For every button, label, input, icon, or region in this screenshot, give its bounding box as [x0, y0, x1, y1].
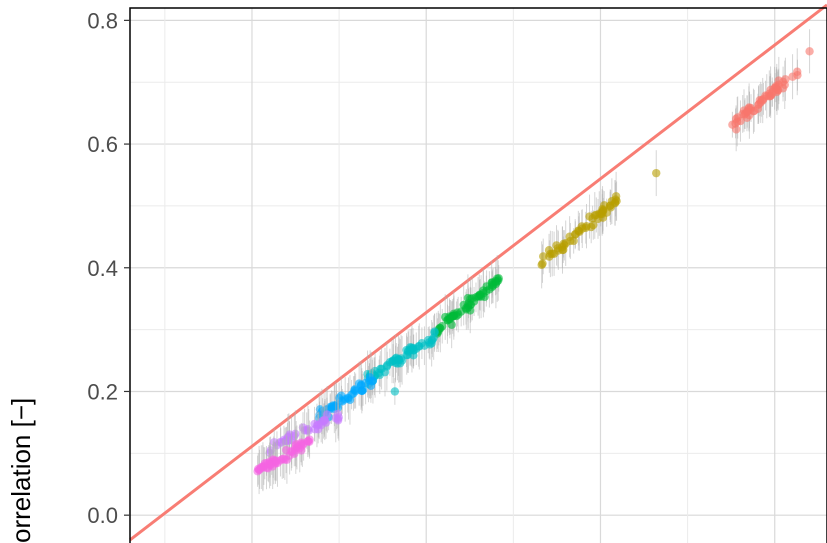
data-point	[263, 464, 273, 473]
series-2	[432, 255, 503, 353]
data-point	[452, 311, 461, 321]
series-6	[253, 420, 314, 495]
y-tick-label: 0.6	[87, 132, 118, 157]
grid-lines	[130, 8, 827, 543]
data-point	[565, 232, 574, 241]
data-point	[361, 378, 370, 388]
data-point	[459, 300, 468, 310]
data-point	[537, 260, 546, 270]
data-point	[589, 220, 598, 230]
data-point	[805, 47, 814, 56]
data-point	[316, 420, 326, 430]
data-point	[487, 280, 497, 289]
data-point	[728, 120, 737, 129]
series-points	[537, 168, 661, 270]
data-point	[409, 346, 418, 355]
plot-panel-border	[129, 7, 827, 543]
reference-line	[129, 3, 827, 542]
data-point	[349, 389, 358, 398]
reference-line-layer	[129, 3, 827, 542]
data-point	[539, 252, 548, 261]
data-point	[778, 77, 788, 87]
data-point	[793, 70, 802, 80]
data-point	[382, 361, 392, 370]
series-points	[728, 47, 814, 134]
data-point	[417, 339, 427, 348]
axis-layer: 0.0 0.2 0.4 0.6 0.8	[87, 7, 827, 543]
data-point	[443, 315, 452, 325]
data-point	[605, 201, 615, 210]
y-tick-label: 0.2	[87, 379, 118, 404]
data-point	[554, 246, 563, 255]
data-point	[778, 84, 788, 93]
data-point	[581, 223, 590, 232]
data-point	[598, 204, 607, 214]
data-point	[395, 359, 405, 368]
data-point	[745, 105, 754, 115]
series-points	[432, 274, 503, 338]
series-points	[253, 435, 314, 476]
y-axis-title: orrelation [−]	[6, 398, 36, 543]
data-point	[291, 441, 301, 450]
data-point	[332, 402, 341, 411]
data-point	[333, 409, 342, 419]
data-point	[652, 168, 661, 178]
data-point	[430, 328, 439, 337]
series-1	[537, 150, 661, 289]
data-point	[354, 379, 364, 388]
y-tick-label: 0.8	[87, 8, 118, 33]
data-point	[298, 441, 307, 450]
data-point	[285, 451, 294, 460]
data-point	[468, 294, 477, 303]
series-0	[728, 29, 814, 152]
data-point	[757, 96, 766, 105]
data-point	[374, 368, 384, 378]
data-point	[479, 288, 488, 298]
y-tick-label: 0.4	[87, 256, 118, 281]
data-point	[390, 387, 400, 396]
data-point	[357, 386, 366, 395]
data-point	[768, 87, 777, 97]
y-tick-label: 0.0	[87, 503, 118, 528]
data-point	[255, 465, 264, 474]
data-point	[310, 425, 320, 434]
points-layer	[253, 29, 814, 495]
data-point	[424, 335, 433, 345]
data-point	[593, 214, 603, 224]
